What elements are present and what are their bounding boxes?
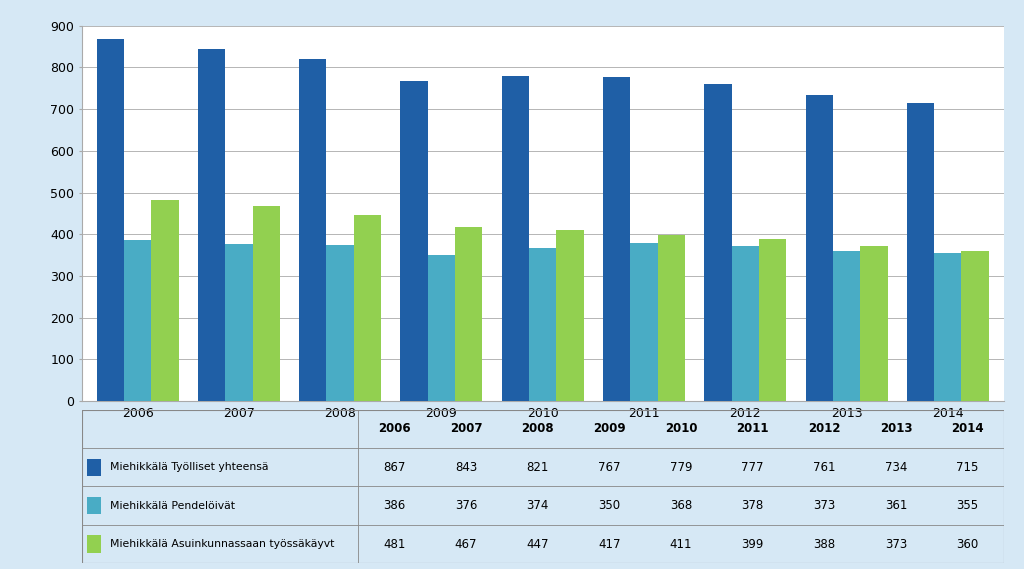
Bar bbox=[299, 59, 327, 401]
Bar bbox=[529, 248, 556, 401]
Text: 374: 374 bbox=[526, 499, 549, 512]
Bar bbox=[198, 50, 225, 401]
Bar bbox=[86, 459, 101, 476]
Bar bbox=[962, 251, 989, 401]
Text: 2008: 2008 bbox=[521, 422, 554, 435]
Text: 386: 386 bbox=[383, 499, 406, 512]
Text: 2012: 2012 bbox=[808, 422, 841, 435]
Bar bbox=[400, 81, 428, 401]
Text: 481: 481 bbox=[383, 538, 406, 551]
Bar bbox=[225, 244, 253, 401]
Text: 350: 350 bbox=[598, 499, 621, 512]
Text: 373: 373 bbox=[885, 538, 907, 551]
Text: 2009: 2009 bbox=[593, 422, 626, 435]
Bar bbox=[327, 245, 354, 401]
Bar bbox=[455, 227, 482, 401]
Bar bbox=[934, 253, 962, 401]
Bar bbox=[705, 84, 731, 401]
Bar bbox=[152, 200, 178, 401]
Bar bbox=[806, 95, 833, 401]
Text: 715: 715 bbox=[956, 461, 979, 474]
Bar bbox=[354, 215, 381, 401]
Text: 777: 777 bbox=[741, 461, 764, 474]
Bar bbox=[731, 245, 759, 401]
Text: 355: 355 bbox=[956, 499, 979, 512]
Text: 2010: 2010 bbox=[665, 422, 697, 435]
Bar bbox=[759, 239, 786, 401]
Text: Miehikkälä Pendelöivät: Miehikkälä Pendelöivät bbox=[111, 501, 236, 511]
Bar bbox=[657, 234, 685, 401]
Text: 361: 361 bbox=[885, 499, 907, 512]
Bar bbox=[860, 245, 888, 401]
Bar bbox=[907, 103, 934, 401]
Bar bbox=[253, 207, 280, 401]
Bar bbox=[86, 535, 101, 552]
Bar bbox=[96, 39, 124, 401]
Text: 417: 417 bbox=[598, 538, 621, 551]
Text: 867: 867 bbox=[383, 461, 406, 474]
Text: 734: 734 bbox=[885, 461, 907, 474]
Text: 821: 821 bbox=[526, 461, 549, 474]
Text: 2011: 2011 bbox=[736, 422, 769, 435]
Text: 411: 411 bbox=[670, 538, 692, 551]
Text: 399: 399 bbox=[741, 538, 764, 551]
Text: 761: 761 bbox=[813, 461, 836, 474]
Bar bbox=[631, 244, 657, 401]
Text: 388: 388 bbox=[813, 538, 836, 551]
Text: 368: 368 bbox=[670, 499, 692, 512]
Text: 2007: 2007 bbox=[450, 422, 482, 435]
Bar bbox=[428, 255, 455, 401]
Text: 767: 767 bbox=[598, 461, 621, 474]
Text: 373: 373 bbox=[813, 499, 836, 512]
Text: 2013: 2013 bbox=[880, 422, 912, 435]
Bar bbox=[502, 76, 529, 401]
Bar bbox=[86, 497, 101, 514]
Bar bbox=[124, 240, 152, 401]
Bar bbox=[603, 77, 631, 401]
Text: 2006: 2006 bbox=[378, 422, 411, 435]
Text: 447: 447 bbox=[526, 538, 549, 551]
Text: 2014: 2014 bbox=[951, 422, 984, 435]
Text: 376: 376 bbox=[455, 499, 477, 512]
Text: 843: 843 bbox=[455, 461, 477, 474]
Bar bbox=[556, 230, 584, 401]
Text: 360: 360 bbox=[956, 538, 979, 551]
Text: 779: 779 bbox=[670, 461, 692, 474]
Text: Miehikkälä Asuinkunnassaan työssäkäyvt: Miehikkälä Asuinkunnassaan työssäkäyvt bbox=[111, 539, 335, 549]
Text: 378: 378 bbox=[741, 499, 764, 512]
Text: Miehikkälä Työlliset yhteensä: Miehikkälä Työlliset yhteensä bbox=[111, 462, 269, 472]
Text: 467: 467 bbox=[455, 538, 477, 551]
Bar bbox=[833, 250, 860, 401]
